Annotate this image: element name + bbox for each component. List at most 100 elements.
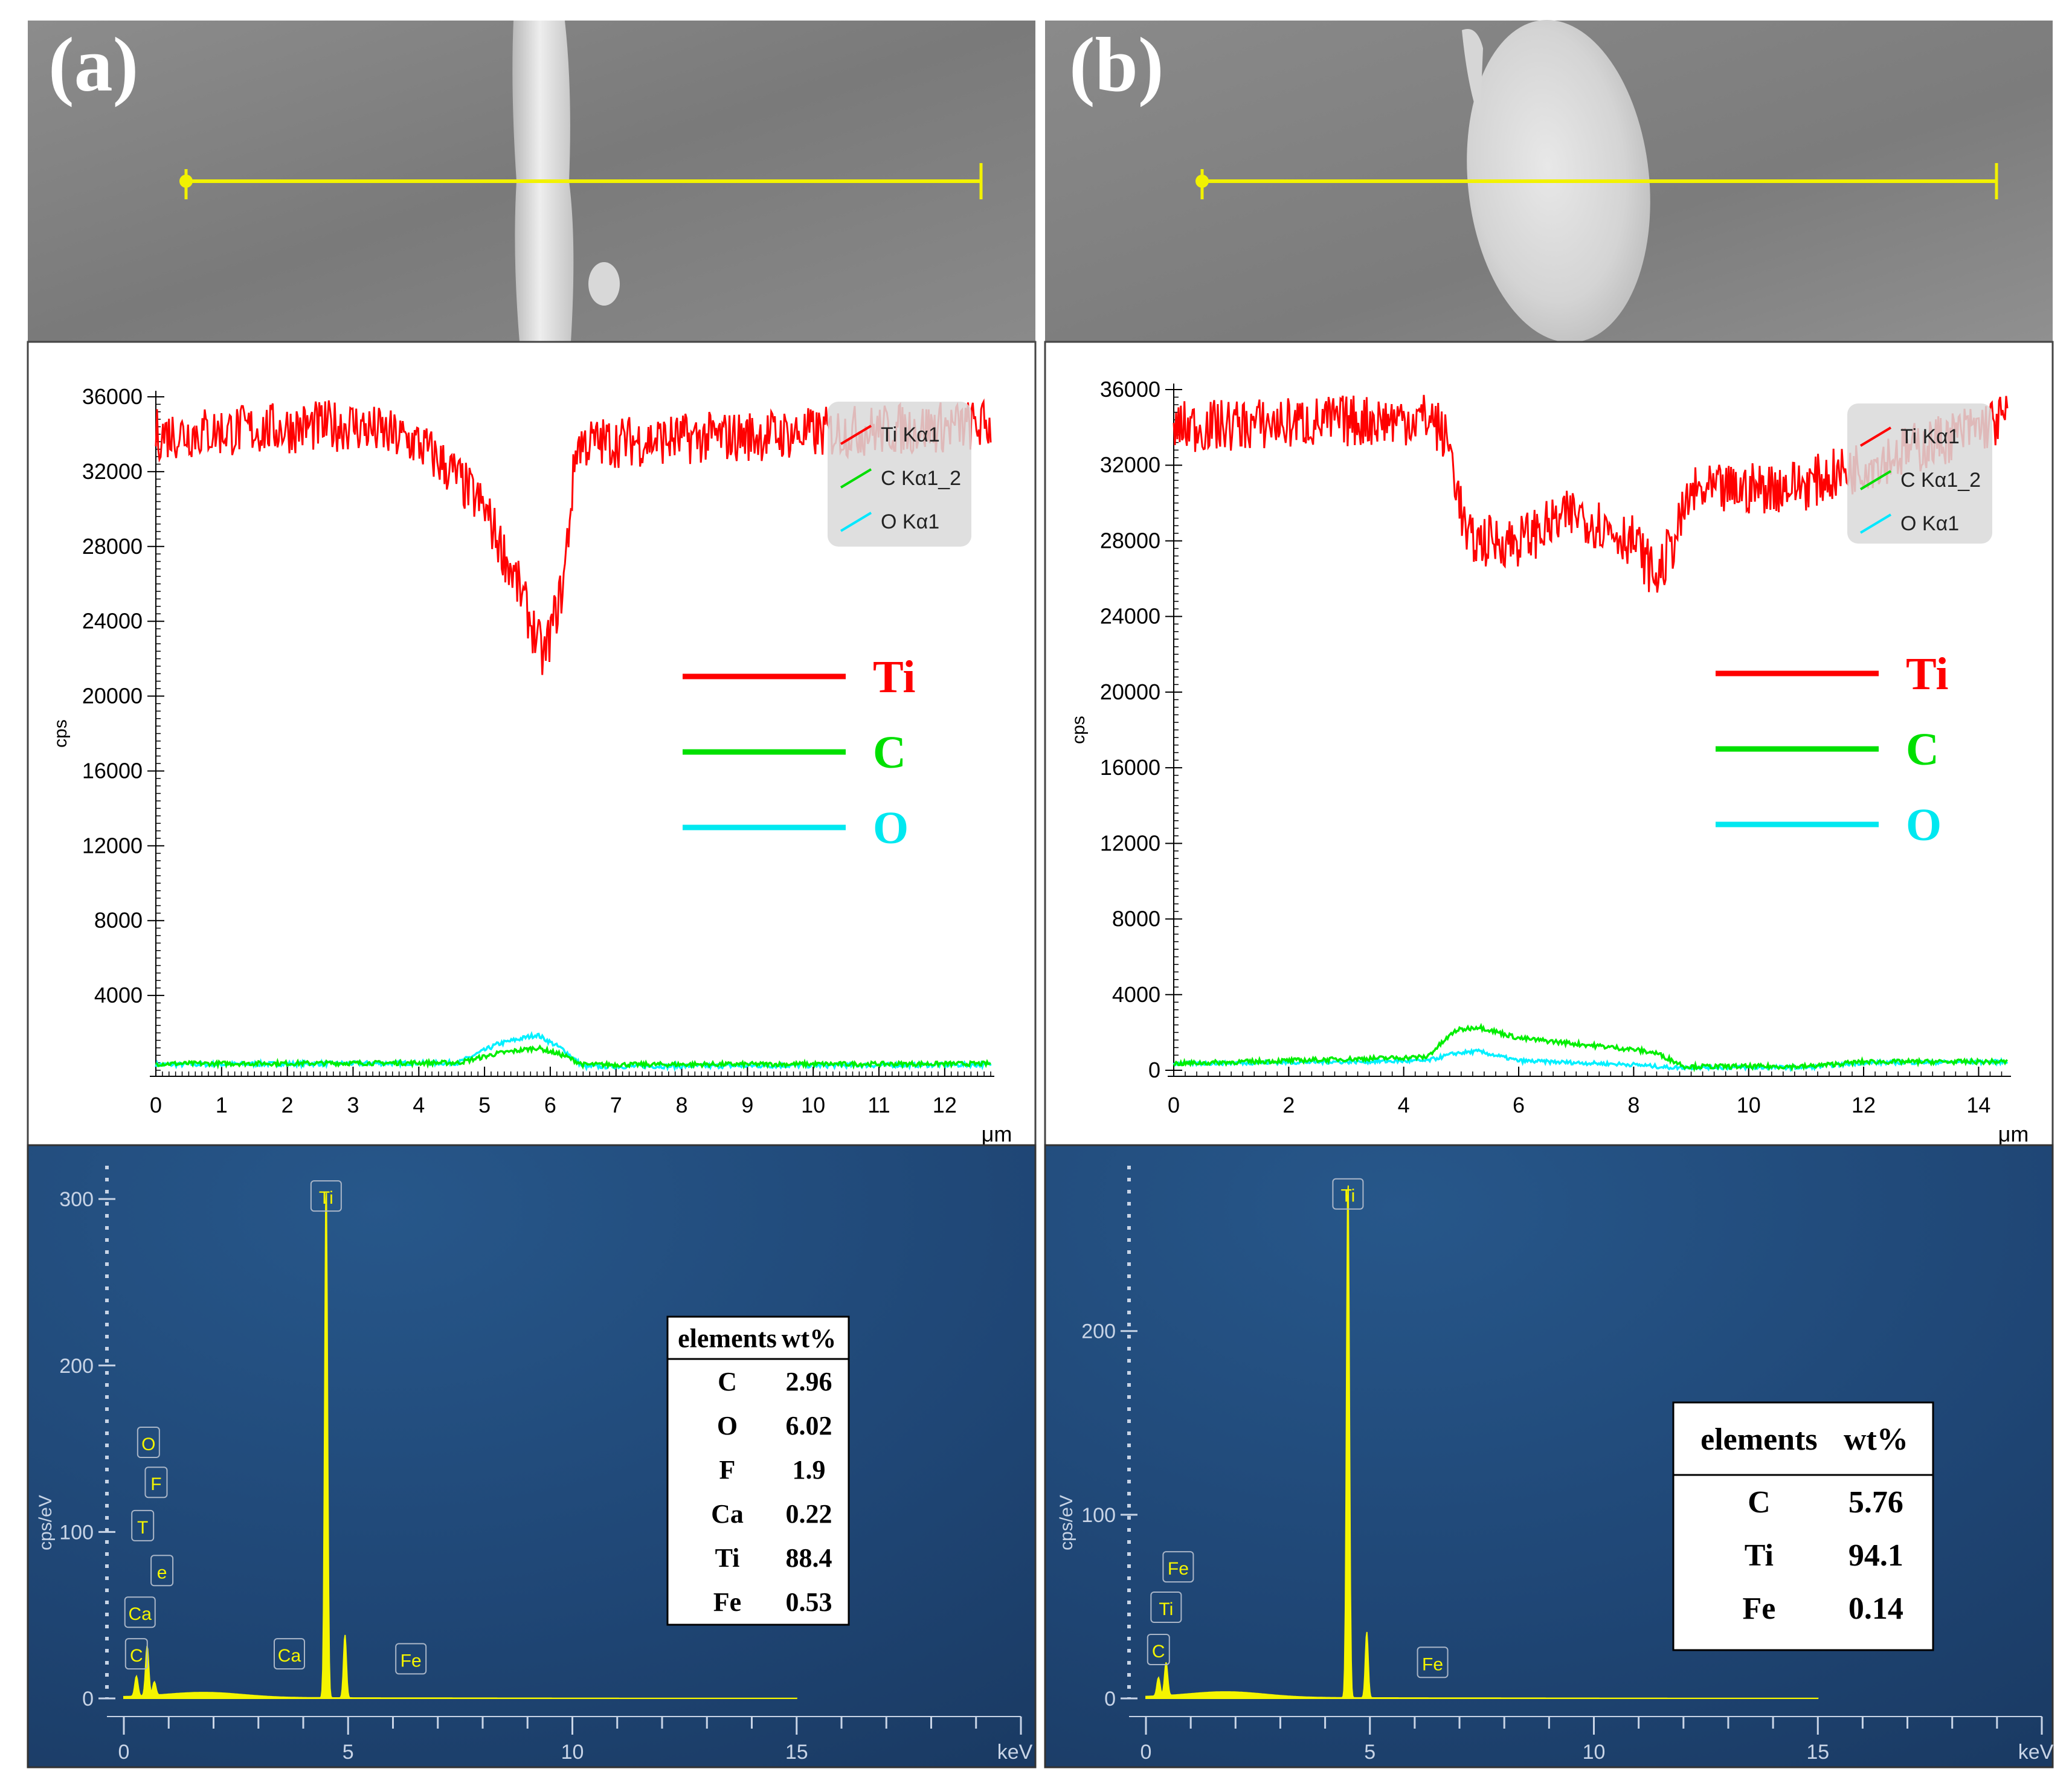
eds-x-tick-label: 0: [1141, 1741, 1152, 1764]
x-tick-label: 1: [216, 1093, 228, 1117]
peak-label: Ti: [1159, 1599, 1173, 1619]
table-cell-wt: 88.4: [786, 1543, 832, 1573]
y-tick-label: 36000: [1100, 377, 1160, 402]
big-legend-label: Ti: [873, 652, 915, 702]
eds-y-tick-label: 100: [59, 1521, 94, 1544]
x-tick-label: 10: [1737, 1093, 1761, 1117]
table-cell-element: C: [1748, 1485, 1771, 1520]
peak-label-box: [310, 1180, 342, 1212]
y-axis-label: cps: [51, 719, 71, 748]
y-tick-label: 20000: [1100, 679, 1160, 704]
x-tick-label: 0: [150, 1093, 162, 1117]
eds-x-tick-label: 15: [1806, 1741, 1829, 1764]
legend-swatch: [1859, 513, 1892, 534]
peak-label-box: [273, 1638, 305, 1670]
series-c-line: [1173, 1023, 2009, 1073]
table-cell-element: O: [717, 1411, 738, 1441]
peak-label: Ti: [319, 1188, 333, 1208]
y-tick-label: 8000: [1112, 907, 1160, 931]
table-header-wt: wt%: [1844, 1422, 1908, 1457]
x-tick-label: 0: [1168, 1093, 1180, 1117]
table-cell-element: C: [718, 1367, 737, 1396]
table-cell-wt: 0.53: [786, 1587, 832, 1617]
x-tick-label: 2: [282, 1093, 294, 1117]
y-tick-label: 24000: [1100, 604, 1160, 629]
y-tick-label: 4000: [94, 983, 143, 1007]
eds-y-tick-label: 0: [82, 1688, 94, 1711]
y-tick-label: 0: [1148, 1058, 1160, 1082]
x-tick-label: 10: [801, 1093, 825, 1117]
y-tick-label: 32000: [82, 459, 143, 484]
x-tick-label: 9: [741, 1093, 753, 1117]
panel-label-a: (a): [48, 22, 138, 108]
table-cell-wt: 0.22: [786, 1499, 832, 1529]
legend-entry: C Kα1_2: [1900, 469, 1981, 492]
peak-label: O: [141, 1434, 155, 1454]
peak-label: Ca: [129, 1604, 152, 1624]
y-tick-label: 12000: [1100, 830, 1160, 855]
table-cell-element: Ti: [715, 1543, 740, 1573]
legend-box: [1847, 403, 1992, 544]
y-tick-label: 8000: [94, 908, 143, 933]
legend-swatch: [1859, 426, 1892, 447]
y-tick-label: 28000: [82, 534, 143, 559]
table-cell-element: Fe: [713, 1587, 741, 1617]
peak-label: Ca: [278, 1646, 301, 1666]
table-header-elements: elements: [1700, 1422, 1817, 1457]
legend-entry: Ti Kα1: [1900, 425, 1960, 448]
legend-swatch: [840, 468, 872, 489]
y-tick-label: 16000: [82, 758, 143, 783]
peak-label-box: [150, 1555, 174, 1587]
y-tick-label: 28000: [1100, 528, 1160, 553]
y-tick-label: 32000: [1100, 452, 1160, 477]
x-tick-label: 8: [676, 1093, 688, 1117]
x-tick-label: 8: [1627, 1093, 1639, 1117]
peak-label: C: [1152, 1642, 1165, 1662]
legend-entry: Ti Kα1: [881, 423, 940, 446]
table-cell-element: Ti: [1745, 1538, 1774, 1573]
eds-y-axis-label: cps/eV: [36, 1495, 56, 1550]
eds-x-tick-label: 10: [1583, 1741, 1606, 1764]
peak-label-box: [1162, 1551, 1194, 1583]
y-tick-label: 12000: [82, 833, 143, 858]
composition-table: [666, 1315, 850, 1626]
eds-x-tick-label: 10: [561, 1741, 584, 1764]
peak-label-box: [1332, 1178, 1364, 1210]
peak-label-box: [124, 1638, 148, 1670]
legend-entry: C Kα1_2: [881, 467, 961, 490]
legend-swatch: [840, 425, 872, 445]
eds-spectrum-trace: [1145, 1185, 1819, 1699]
peak-label-box: [1150, 1592, 1182, 1624]
eds-y-tick-label: 0: [1104, 1688, 1116, 1711]
eds-x-tick-label: 0: [118, 1741, 130, 1764]
table-cell-wt: 1.9: [793, 1455, 826, 1485]
big-legend-label: C: [873, 727, 906, 778]
y-axis-label: cps: [1069, 716, 1089, 744]
legend-box: [828, 402, 971, 547]
peak-label: Fe: [1168, 1559, 1189, 1579]
eds-y-tick-label: 200: [1081, 1320, 1116, 1343]
x-tick-label: 3: [347, 1093, 359, 1117]
legend-entry: O Kα1: [1900, 512, 1959, 535]
eds-y-tick-label: 300: [59, 1188, 94, 1211]
peak-label: Ti: [1340, 1186, 1355, 1206]
table-cell-wt: 94.1: [1848, 1538, 1903, 1573]
x-tick-label: 4: [413, 1093, 425, 1117]
y-tick-label: 16000: [1100, 755, 1160, 780]
eds-frame-a: [27, 1144, 1037, 1768]
big-legend-label: O: [1906, 800, 1942, 850]
peak-label: T: [137, 1518, 148, 1538]
peak-label: Fe: [1422, 1654, 1443, 1674]
peak-label: e: [157, 1563, 167, 1582]
x-tick-label: 6: [544, 1093, 556, 1117]
eds-x-unit: keV: [2018, 1741, 2054, 1764]
eds-spectrum-b: 0 100 200 0 5 10 15 keV cps/eV Ti Fe Ti C Fe elements w…: [1057, 1166, 2054, 1764]
x-tick-label: 6: [1513, 1093, 1525, 1117]
eds-x-tick-label: 5: [1364, 1741, 1375, 1764]
y-tick-label: 36000: [82, 384, 143, 409]
peak-label-box: [131, 1509, 155, 1541]
table-header-wt: wt%: [782, 1323, 836, 1353]
eds-x-unit: keV: [997, 1741, 1033, 1764]
